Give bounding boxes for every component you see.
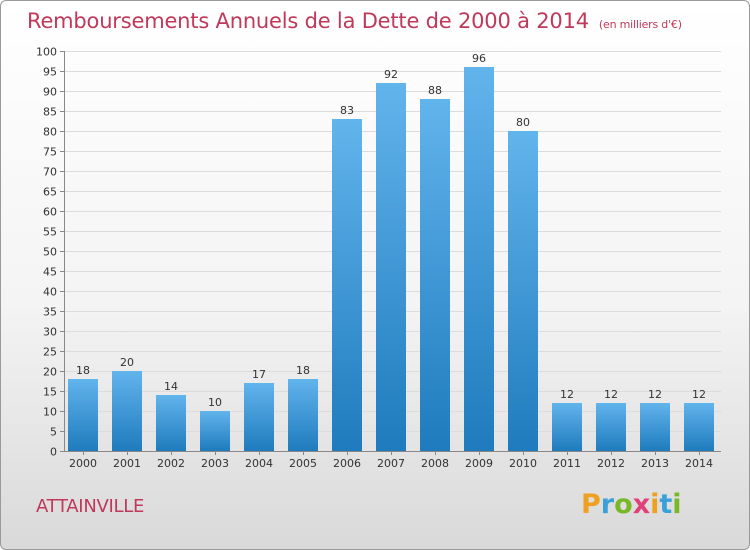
bar — [68, 379, 98, 451]
logo-letter: r — [600, 489, 615, 520]
logo-letter: x — [632, 489, 651, 520]
bars: 18 20 14 10 17 18 83 92 88 96 80 12 12 12 12 — [68, 52, 714, 451]
commune-name: ATTAINVILLE — [36, 496, 145, 517]
proxiti-logo: Proxiti — [581, 489, 682, 520]
y-tick-label: 85 — [43, 106, 57, 119]
bar — [684, 403, 714, 451]
data-label: 88 — [428, 84, 442, 97]
y-tick-label: 10 — [43, 406, 57, 419]
y-tick-label: 60 — [43, 206, 57, 219]
x-tick-label: 2010 — [509, 457, 537, 470]
x-tick-label: 2014 — [685, 457, 713, 470]
data-label: 17 — [252, 368, 266, 381]
logo-letter: t — [659, 489, 673, 520]
y-tick-label: 30 — [43, 326, 57, 339]
x-tick-label: 2003 — [201, 457, 229, 470]
y-tick-label: 75 — [43, 146, 57, 159]
y-tick-label: 25 — [43, 346, 57, 359]
bar — [464, 67, 494, 451]
y-tick-label: 5 — [50, 426, 57, 439]
bar — [112, 371, 142, 451]
bar — [244, 383, 274, 451]
axes: 0 5 10 15 20 25 30 35 40 45 50 55 60 65 70 75 80 85 90 95 10… — [36, 46, 721, 470]
y-tick-label: 40 — [43, 286, 57, 299]
bar — [156, 395, 186, 451]
x-tick-label: 2009 — [465, 457, 493, 470]
y-tick-label: 35 — [43, 306, 57, 319]
bar — [508, 131, 538, 451]
bar — [420, 99, 450, 451]
data-label: 92 — [384, 68, 398, 81]
data-label: 12 — [604, 388, 618, 401]
data-label: 96 — [472, 52, 486, 65]
y-tick-label: 50 — [43, 246, 57, 259]
data-label: 20 — [120, 356, 134, 369]
y-tick-label: 70 — [43, 166, 57, 179]
x-tick-label: 2013 — [641, 457, 669, 470]
unit-label: (en milliers d'€) — [598, 18, 682, 31]
data-label: 18 — [76, 364, 90, 377]
logo-letter: o — [614, 489, 633, 520]
y-tick-label: 90 — [43, 86, 57, 99]
y-tick-label: 65 — [43, 186, 57, 199]
data-label: 12 — [692, 388, 706, 401]
x-tick-label: 2012 — [597, 457, 625, 470]
bar — [288, 379, 318, 451]
x-tick-label: 2002 — [157, 457, 185, 470]
y-tick-label: 20 — [43, 366, 57, 379]
data-label: 80 — [516, 116, 530, 129]
data-label: 12 — [648, 388, 662, 401]
bar — [332, 119, 362, 451]
data-label: 83 — [340, 104, 354, 117]
bar — [552, 403, 582, 451]
y-tick-label: 80 — [43, 126, 57, 139]
chart-title: Remboursements Annuels de la Dette de 20… — [27, 9, 682, 33]
x-tick-label: 2006 — [333, 457, 361, 470]
bar — [376, 83, 406, 451]
x-tick-label: 2007 — [377, 457, 405, 470]
x-tick-label: 2004 — [245, 457, 273, 470]
y-tick-label: 45 — [43, 266, 57, 279]
y-tick-label: 15 — [43, 386, 57, 399]
logo-letter: P — [581, 489, 601, 520]
x-tick-label: 2008 — [421, 457, 449, 470]
data-label: 12 — [560, 388, 574, 401]
bar — [200, 411, 230, 451]
bar — [640, 403, 670, 451]
data-label: 18 — [296, 364, 310, 377]
bar — [596, 403, 626, 451]
y-tick-label: 0 — [50, 446, 57, 459]
x-tick-label: 2005 — [289, 457, 317, 470]
data-label: 14 — [164, 380, 178, 393]
data-label: 10 — [208, 396, 222, 409]
chart-title-text: Remboursements Annuels de la Dette de 20… — [27, 9, 589, 33]
y-tick-label: 100 — [36, 46, 57, 59]
y-tick-label: 95 — [43, 66, 57, 79]
logo-letter: i — [672, 489, 682, 520]
logo-letter: i — [650, 489, 660, 520]
y-tick-label: 55 — [43, 226, 57, 239]
x-tick-label: 2011 — [553, 457, 581, 470]
x-tick-label: 2001 — [113, 457, 141, 470]
x-tick-label: 2000 — [69, 457, 97, 470]
